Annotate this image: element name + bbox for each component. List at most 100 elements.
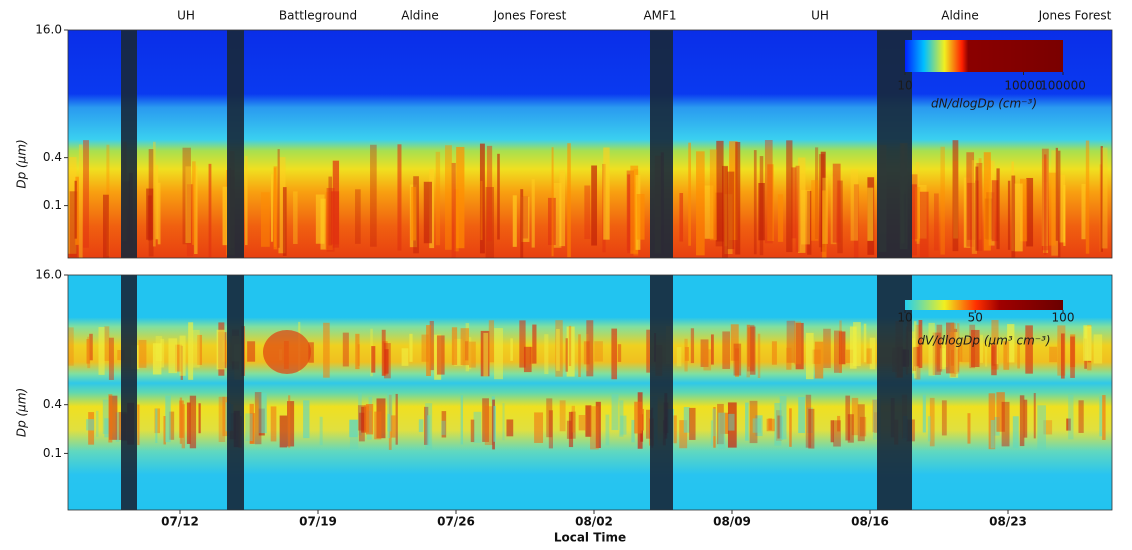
heatmap-texture — [436, 152, 440, 245]
heatmap-texture — [397, 144, 401, 250]
heatmap-texture — [711, 420, 713, 445]
y-tick-label: 0.1 — [43, 198, 62, 212]
heatmap-texture — [806, 333, 814, 379]
heatmap-texture — [523, 196, 528, 238]
heatmap-texture — [263, 330, 311, 374]
heatmap-texture — [951, 323, 956, 377]
heatmap-texture — [679, 193, 683, 242]
heatmap-texture — [219, 397, 225, 442]
heatmap-texture — [992, 346, 996, 365]
heatmap-texture — [1002, 402, 1010, 446]
heatmap-texture — [359, 413, 365, 442]
heatmap-texture — [333, 161, 339, 248]
heatmap-texture — [560, 400, 566, 431]
heatmap-texture — [199, 403, 201, 433]
heatmap-texture — [86, 339, 89, 364]
heatmap-texture — [1086, 141, 1089, 254]
heatmap-texture — [168, 338, 177, 373]
x-tick-label: 08/23 — [989, 515, 1027, 529]
heatmap-texture — [320, 417, 323, 445]
y-tick-label: 0.4 — [43, 150, 62, 164]
heatmap-texture — [1026, 178, 1033, 246]
data-gap — [121, 275, 137, 510]
heatmap-texture — [765, 140, 773, 243]
heatmap-texture — [833, 164, 841, 243]
heatmap-texture — [772, 341, 777, 364]
heatmap-texture — [411, 187, 416, 241]
heatmap-texture — [620, 416, 626, 435]
heatmap-texture — [1020, 395, 1024, 446]
heatmap-texture — [156, 336, 162, 361]
heatmap-texture — [513, 195, 517, 247]
heatmap-texture — [646, 330, 650, 373]
heatmap-texture — [984, 152, 991, 250]
heatmap-texture — [594, 341, 603, 361]
data-gap — [650, 30, 673, 258]
heatmap-texture — [68, 327, 73, 365]
heatmap-texture — [953, 140, 959, 251]
heatmap-texture — [850, 327, 857, 369]
heatmap-texture — [794, 322, 801, 365]
site-label: Jones Forest — [1038, 9, 1112, 23]
site-label: Battleground — [279, 9, 357, 23]
heatmap-texture — [627, 174, 630, 253]
heatmap-texture — [567, 143, 571, 257]
heatmap-texture — [532, 179, 535, 247]
heatmap-texture — [424, 182, 432, 243]
heatmap-texture — [867, 188, 873, 241]
heatmap-texture — [283, 187, 287, 256]
site-label: Jones Forest — [493, 9, 567, 23]
colorbar-label: dV/dlogDp (µm³ cm⁻³) — [917, 334, 1050, 348]
heatmap-texture — [778, 194, 783, 241]
site-label: Aldine — [941, 9, 978, 23]
heatmap-texture — [261, 192, 270, 247]
heatmap-texture — [758, 334, 760, 378]
heatmap-texture — [374, 412, 381, 440]
heatmap-texture — [83, 140, 89, 248]
heatmap-texture — [96, 411, 98, 437]
heatmap-texture — [437, 335, 445, 374]
heatmap-texture — [684, 407, 690, 433]
heatmap-texture — [684, 339, 687, 372]
heatmap-texture — [703, 349, 711, 370]
heatmap-texture — [579, 415, 587, 430]
heatmap-texture — [355, 334, 359, 369]
heatmap-texture — [452, 163, 456, 258]
heatmap-texture — [727, 172, 734, 250]
heatmap-texture — [190, 396, 196, 449]
heatmap-texture — [461, 328, 469, 365]
colorbar-tick-label: 100000 — [1040, 79, 1086, 93]
heatmap-texture — [618, 344, 621, 362]
heatmap-texture — [584, 186, 590, 240]
heatmap-texture — [996, 168, 999, 249]
heatmap-texture — [371, 346, 375, 373]
data-gap — [227, 275, 244, 510]
colorbar-tick-label: 10 — [897, 311, 912, 325]
heatmap-texture — [370, 145, 377, 247]
heatmap-texture — [1102, 395, 1105, 440]
heatmap-texture — [1102, 148, 1108, 249]
heatmap-texture — [806, 395, 811, 448]
x-tick-label: 08/02 — [575, 515, 613, 529]
heatmap-texture — [967, 413, 970, 443]
heatmap-texture — [483, 333, 488, 376]
heatmap-texture — [534, 412, 543, 443]
heatmap-texture — [1078, 400, 1083, 433]
heatmap-texture — [822, 178, 828, 244]
heatmap-texture — [98, 327, 104, 375]
y-tick-label: 16.0 — [35, 23, 62, 37]
heatmap-texture — [156, 165, 159, 239]
heatmap-texture — [355, 189, 361, 244]
heatmap-texture — [851, 169, 858, 241]
heatmap-texture — [839, 320, 841, 373]
heatmap-texture — [586, 320, 593, 376]
heatmap-texture — [506, 419, 513, 436]
heatmap-texture — [677, 347, 682, 366]
heatmap-texture — [722, 331, 730, 368]
heatmap-texture — [544, 334, 548, 374]
heatmap-texture — [384, 343, 391, 378]
heatmap-texture — [673, 415, 676, 443]
heatmap-texture — [137, 405, 139, 446]
heatmap-texture — [180, 336, 186, 376]
heatmap-texture — [569, 326, 571, 366]
